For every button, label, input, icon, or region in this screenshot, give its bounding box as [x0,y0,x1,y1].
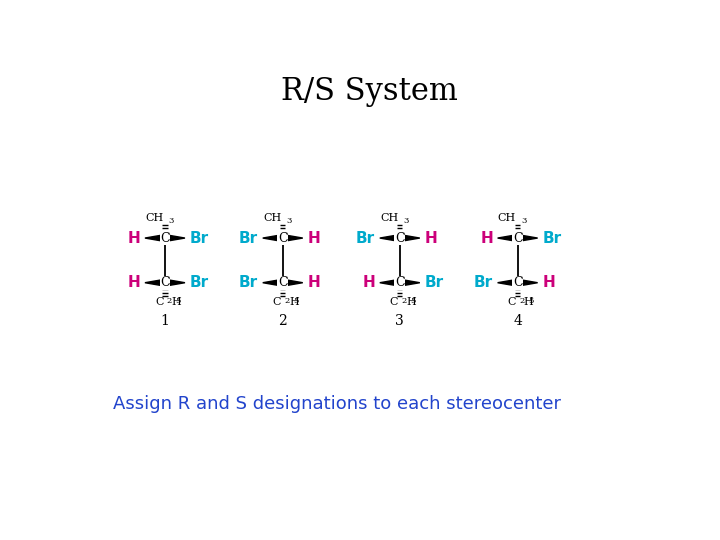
Polygon shape [283,279,303,286]
Text: C: C [278,232,287,245]
Text: H: H [289,298,299,307]
Text: H: H [406,298,415,307]
Text: 1: 1 [161,314,169,328]
Text: CH: CH [263,213,282,224]
Text: 2: 2 [401,296,407,305]
Text: 3: 3 [395,314,404,328]
Polygon shape [379,234,400,241]
Text: H: H [171,298,181,307]
Text: Assign R and S designations to each stereocenter: Assign R and S designations to each ster… [113,395,562,413]
Text: Br: Br [239,275,258,290]
Polygon shape [400,234,420,241]
Text: H: H [362,275,375,290]
Text: CH: CH [498,213,516,224]
Text: 2: 2 [166,296,172,305]
Text: R/S System: R/S System [281,76,457,107]
Polygon shape [263,279,283,286]
Text: C: C [395,232,405,245]
Text: 3: 3 [287,217,292,225]
Text: H: H [542,275,555,290]
Text: C: C [155,298,163,307]
Text: C: C [273,298,282,307]
Text: C: C [513,276,523,289]
Text: 5: 5 [410,296,416,305]
Text: CH: CH [380,213,398,224]
Text: C: C [278,276,287,289]
Text: 4: 4 [513,314,522,328]
Polygon shape [283,234,303,241]
Text: 5: 5 [528,296,534,305]
Polygon shape [400,279,420,286]
Polygon shape [379,279,400,286]
Polygon shape [165,279,185,286]
Text: C: C [160,276,170,289]
Text: H: H [307,275,320,290]
Text: H: H [523,298,534,307]
Text: 5: 5 [176,296,181,305]
Text: 2: 2 [519,296,524,305]
Text: C: C [160,232,170,245]
Text: C: C [508,298,516,307]
Polygon shape [498,234,518,241]
Text: H: H [307,231,320,246]
Text: 2: 2 [284,296,289,305]
Text: H: H [127,275,140,290]
Text: 3: 3 [168,217,174,225]
Polygon shape [263,234,283,241]
Text: H: H [127,231,140,246]
Text: Br: Br [356,231,375,246]
Text: CH: CH [145,213,163,224]
Text: 2: 2 [279,314,287,328]
Text: 3: 3 [404,217,409,225]
Text: H: H [480,231,493,246]
Text: Br: Br [239,231,258,246]
Text: Br: Br [189,275,209,290]
Text: H: H [425,231,437,246]
Text: C: C [513,232,523,245]
Polygon shape [518,234,538,241]
Text: 5: 5 [294,296,299,305]
Text: 3: 3 [521,217,527,225]
Text: Br: Br [189,231,209,246]
Text: Br: Br [425,275,444,290]
Polygon shape [518,279,538,286]
Polygon shape [165,234,185,241]
Text: C: C [390,298,398,307]
Polygon shape [145,279,165,286]
Polygon shape [145,234,165,241]
Polygon shape [498,279,518,286]
Text: C: C [395,276,405,289]
Text: Br: Br [542,231,562,246]
Text: Br: Br [474,275,493,290]
